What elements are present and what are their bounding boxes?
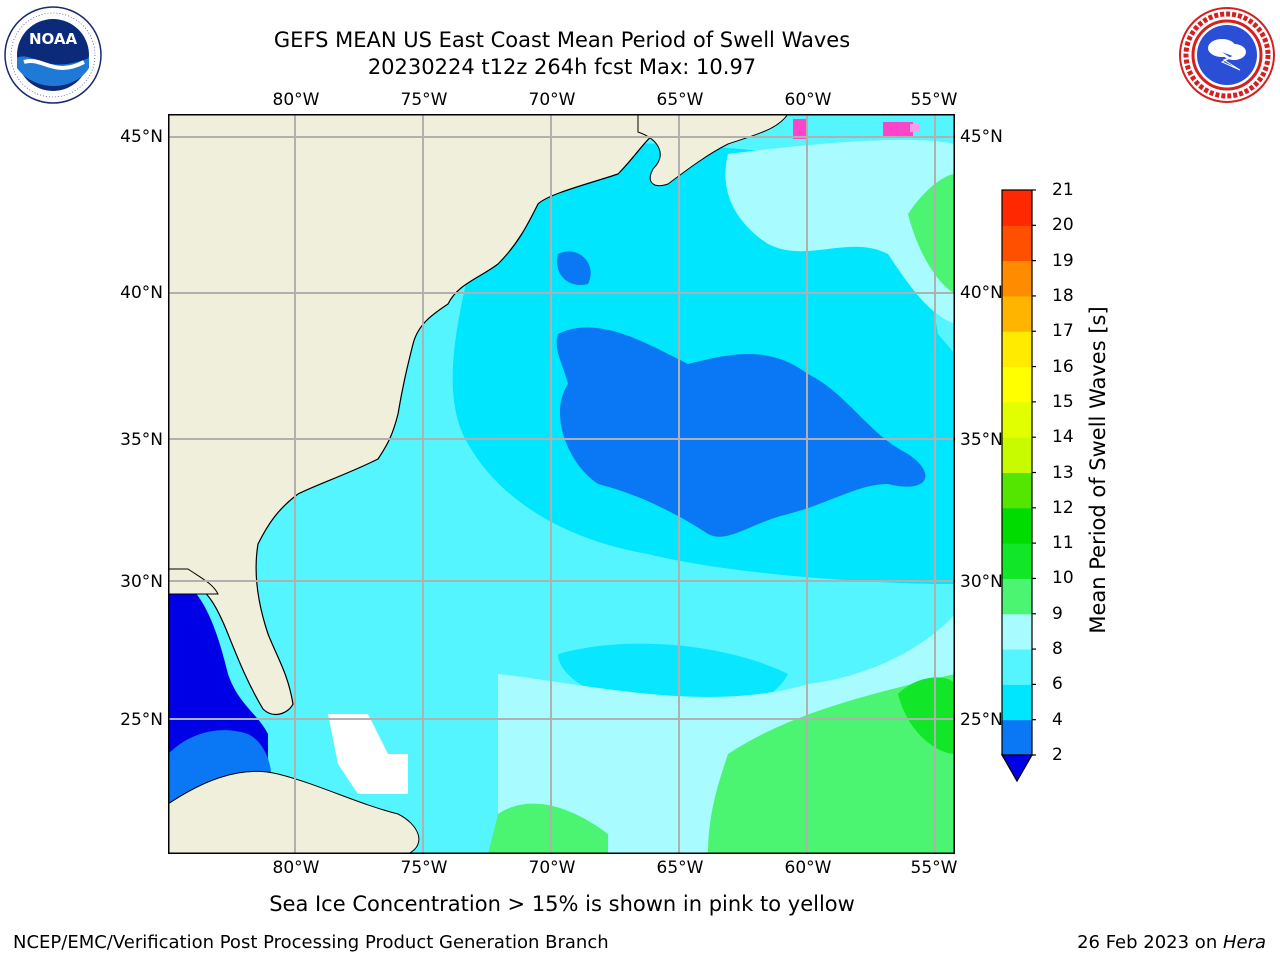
lon-label-bottom-70w: 70°W — [528, 858, 576, 878]
footer-date: 26 Feb 2023 on Hera — [1077, 932, 1266, 954]
colorbar-tick-label: 11 — [1052, 533, 1074, 554]
colorbar-axis-label: Mean Period of Swell Waves [s] — [1086, 306, 1110, 634]
lat-label-right-30n: 30°N — [960, 572, 1003, 592]
colorbar-tick-label: 12 — [1052, 497, 1074, 518]
chart-title: GEFS MEAN US East Coast Mean Period of S… — [273, 28, 851, 52]
region-10-11-east — [898, 677, 955, 754]
colorbar-segment — [1002, 684, 1032, 721]
sea-ice-patch-2 — [883, 122, 913, 138]
noaa-logo: NOAA — [4, 6, 102, 104]
footer-branch: NCEP/EMC/Verification Post Processing Pr… — [13, 932, 609, 953]
colorbar-tick-label: 6 — [1052, 674, 1063, 695]
lon-label-top-60w: 60°W — [784, 90, 832, 110]
lat-label-right-45n: 45°N — [960, 127, 1003, 147]
region-8-9-northeast — [725, 139, 955, 324]
sea-ice-note: Sea Ice Concentration > 15% is shown in … — [269, 892, 855, 916]
colorbar-tick-label: 14 — [1052, 427, 1074, 448]
lon-label-top-80w: 80°W — [272, 90, 320, 110]
colorbar-tick-label: 18 — [1052, 285, 1074, 306]
lat-label-left-40n: 40°N — [120, 283, 163, 303]
sea-ice-patch-1 — [793, 119, 807, 139]
region-2-4-central — [556, 327, 926, 537]
swell-period-map — [168, 114, 955, 854]
land-maritimes — [637, 114, 789, 187]
colorbar-segment — [1002, 190, 1032, 226]
colorbar-segment — [1002, 366, 1032, 403]
lat-label-left-45n: 45°N — [120, 127, 163, 147]
svg-text:NOAA: NOAA — [29, 30, 78, 48]
colorbar — [1000, 186, 1036, 784]
colorbar-segment — [1002, 719, 1032, 756]
lon-label-top-55w: 55°W — [910, 90, 958, 110]
colorbar-tick-label: 10 — [1052, 568, 1074, 589]
lon-label-bottom-75w: 75°W — [400, 858, 448, 878]
lon-label-top-65w: 65°W — [656, 90, 704, 110]
colorbar-segment — [1002, 578, 1032, 615]
nws-logo — [1178, 6, 1276, 104]
colorbar-segment — [1002, 472, 1032, 509]
lat-label-left-30n: 30°N — [120, 572, 163, 592]
lon-label-bottom-60w: 60°W — [784, 858, 832, 878]
lon-label-top-70w: 70°W — [528, 90, 576, 110]
colorbar-tick-label: 21 — [1052, 180, 1074, 200]
colorbar-segment — [1002, 543, 1032, 579]
chart-subtitle: 20230224 t12z 264h fcst Max: 10.97 — [367, 55, 757, 79]
colorbar-segment — [1002, 507, 1032, 544]
colorbar-segment — [1002, 649, 1032, 685]
region-9-10-south-small — [488, 803, 608, 854]
colorbar-segment — [1002, 331, 1032, 368]
land-cuba — [168, 770, 420, 854]
colorbar-segment — [1002, 613, 1032, 650]
colorbar-tick-label: 16 — [1052, 356, 1074, 377]
region-9-10-northeast — [908, 174, 955, 294]
colorbar-segment — [1002, 225, 1032, 262]
colorbar-segment — [1002, 295, 1032, 332]
colorbar-under-triangle — [1000, 754, 1034, 783]
lon-label-bottom-55w: 55°W — [910, 858, 958, 878]
colorbar-tick-label: 4 — [1052, 709, 1063, 730]
colorbar-segment — [1002, 401, 1032, 438]
footer-date-text: 26 Feb 2023 on — [1077, 932, 1223, 953]
lon-label-top-75w: 75°W — [400, 90, 448, 110]
colorbar-tick-label: 15 — [1052, 391, 1074, 412]
lon-label-bottom-65w: 65°W — [656, 858, 704, 878]
land-north-america — [168, 114, 669, 716]
lon-label-bottom-80w: 80°W — [272, 858, 320, 878]
colorbar-tick-label: 9 — [1052, 603, 1063, 624]
lat-label-left-35n: 35°N — [120, 430, 163, 450]
colorbar-segment — [1002, 437, 1032, 473]
colorbar-tick-label: 20 — [1052, 215, 1074, 236]
colorbar-tick-label: 17 — [1052, 321, 1074, 342]
lat-label-right-35n: 35°N — [960, 430, 1003, 450]
colorbar-segment — [1002, 260, 1032, 297]
lat-label-left-25n: 25°N — [120, 710, 163, 730]
colorbar-tick-label: 2 — [1052, 745, 1063, 765]
lat-label-right-25n: 25°N — [960, 710, 1003, 730]
region-2-4-north-patch — [557, 251, 591, 285]
colorbar-tick-label: 13 — [1052, 462, 1074, 483]
lat-label-right-40n: 40°N — [960, 283, 1003, 303]
sea-ice-patch-3 — [910, 124, 920, 132]
footer-machine: Hera — [1222, 932, 1266, 953]
colorbar-tick-label: 19 — [1052, 250, 1074, 271]
colorbar-tick-label: 8 — [1052, 639, 1063, 660]
bahamas-white-1 — [328, 714, 408, 794]
